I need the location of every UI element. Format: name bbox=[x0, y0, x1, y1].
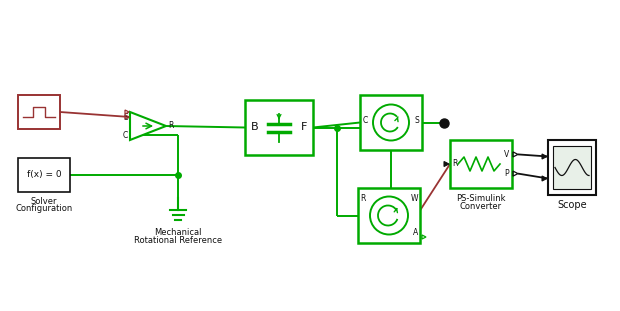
Text: Configuration: Configuration bbox=[16, 204, 73, 213]
Text: C: C bbox=[123, 131, 128, 140]
Polygon shape bbox=[130, 112, 166, 140]
Text: R: R bbox=[360, 194, 365, 203]
Bar bbox=[18, 158, 70, 192]
Polygon shape bbox=[542, 154, 547, 159]
Text: R: R bbox=[168, 122, 174, 131]
Text: P: P bbox=[505, 169, 509, 178]
Bar bbox=[360, 95, 422, 150]
Text: V: V bbox=[503, 150, 509, 159]
Text: Converter: Converter bbox=[460, 202, 502, 211]
Bar bbox=[358, 188, 420, 243]
Bar bbox=[18, 95, 60, 129]
Circle shape bbox=[370, 197, 408, 234]
Bar bbox=[548, 140, 596, 195]
Text: W: W bbox=[410, 194, 418, 203]
Text: Scope: Scope bbox=[557, 200, 587, 210]
Text: PS-Simulink: PS-Simulink bbox=[456, 194, 506, 203]
Bar bbox=[553, 146, 591, 189]
Text: Mechanical: Mechanical bbox=[154, 228, 202, 237]
Text: f(x) = 0: f(x) = 0 bbox=[27, 170, 61, 179]
Polygon shape bbox=[444, 161, 449, 166]
Text: Rotational Reference: Rotational Reference bbox=[134, 236, 222, 245]
Bar bbox=[245, 100, 313, 155]
Text: Solver: Solver bbox=[31, 197, 57, 206]
Polygon shape bbox=[542, 176, 547, 181]
Text: F: F bbox=[301, 123, 307, 132]
Text: R: R bbox=[452, 160, 458, 169]
Bar bbox=[450, 140, 512, 188]
Text: S: S bbox=[414, 116, 419, 125]
Text: A: A bbox=[413, 228, 418, 237]
Text: C: C bbox=[363, 116, 368, 125]
Text: B: B bbox=[251, 123, 259, 132]
Text: S: S bbox=[123, 113, 128, 122]
Circle shape bbox=[373, 104, 409, 141]
